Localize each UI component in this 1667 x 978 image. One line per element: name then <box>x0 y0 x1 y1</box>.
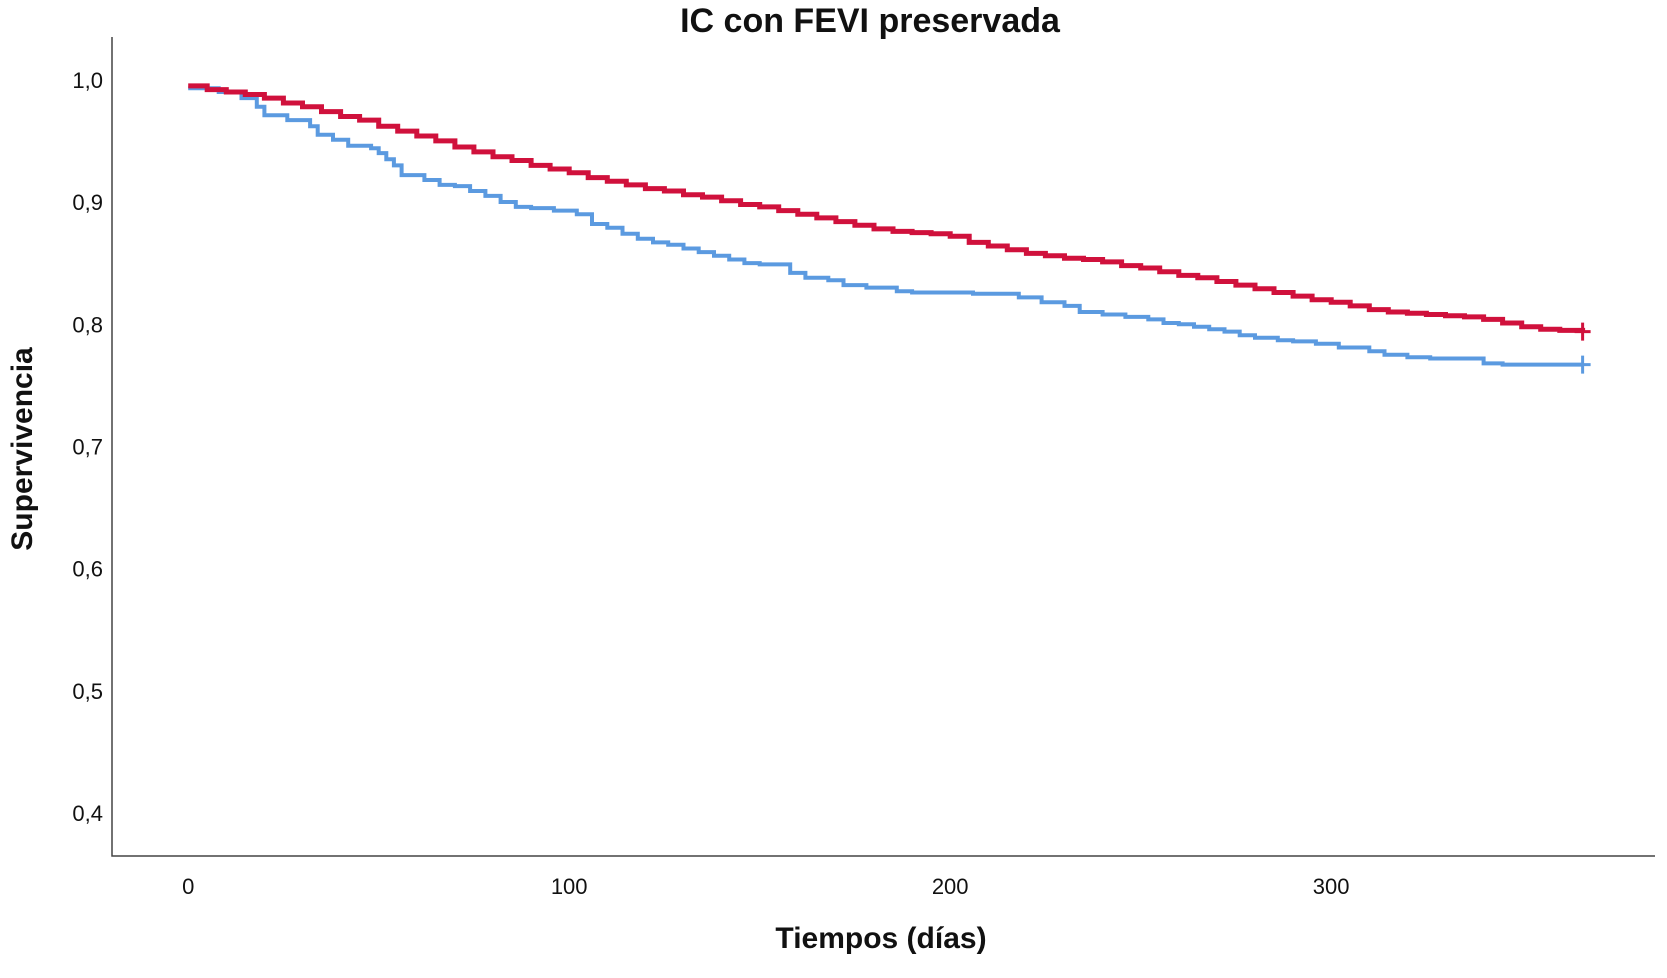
chart-title: IC con FEVI preservada <box>680 2 1061 40</box>
survival-curve-1 <box>188 86 1583 367</box>
x-tick-label: 100 <box>551 874 588 899</box>
censor-mark-1 <box>1574 355 1591 374</box>
series-layer <box>188 83 1591 374</box>
x-tick-label: 300 <box>1313 874 1350 899</box>
y-tick-label: 0,4 <box>72 801 103 826</box>
y-axis-label: Supervivencia <box>6 347 39 551</box>
y-tick-label: 1,0 <box>72 68 103 93</box>
y-tick-label: 0,6 <box>72 557 103 582</box>
y-tick-label: 0,9 <box>72 190 103 215</box>
x-axis-label: Tiempos (días) <box>775 922 986 955</box>
y-axis-ticks: 0,4 0,5 0,6 0,7 0,8 0,9 1,0 <box>72 68 103 826</box>
y-tick-label: 0,7 <box>72 435 103 460</box>
axes-frame <box>111 37 1655 857</box>
y-tick-label: 0,8 <box>72 312 103 337</box>
censor-mark-2 <box>1574 322 1591 341</box>
x-axis-ticks: 0 100 200 300 <box>182 874 1349 899</box>
x-tick-label: 0 <box>182 874 194 899</box>
x-tick-label: 200 <box>932 874 969 899</box>
y-tick-label: 0,5 <box>72 679 103 704</box>
survival-curve-2 <box>188 83 1586 333</box>
